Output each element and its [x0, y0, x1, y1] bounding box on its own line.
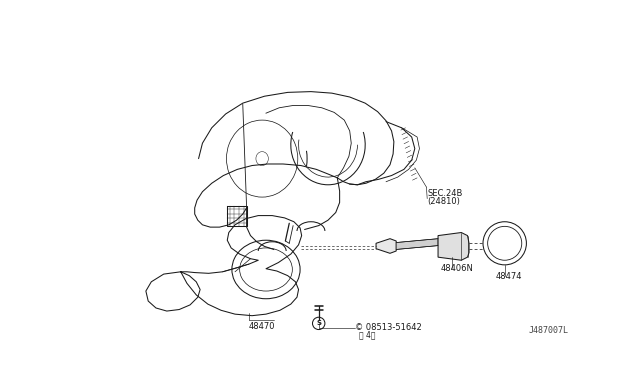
Polygon shape	[396, 239, 438, 250]
Text: (24810): (24810)	[428, 197, 460, 206]
Text: 48470: 48470	[249, 322, 275, 331]
Text: 〈 4〉: 〈 4〉	[359, 330, 376, 339]
Text: © 08513-51642: © 08513-51642	[355, 323, 422, 332]
Text: SEC.24B: SEC.24B	[428, 189, 463, 198]
Text: 48474: 48474	[495, 272, 522, 281]
Text: J487007L: J487007L	[528, 326, 568, 335]
Circle shape	[312, 317, 325, 330]
Polygon shape	[376, 239, 396, 253]
Text: S: S	[316, 320, 321, 326]
Polygon shape	[438, 232, 469, 260]
Text: 48406N: 48406N	[440, 264, 473, 273]
